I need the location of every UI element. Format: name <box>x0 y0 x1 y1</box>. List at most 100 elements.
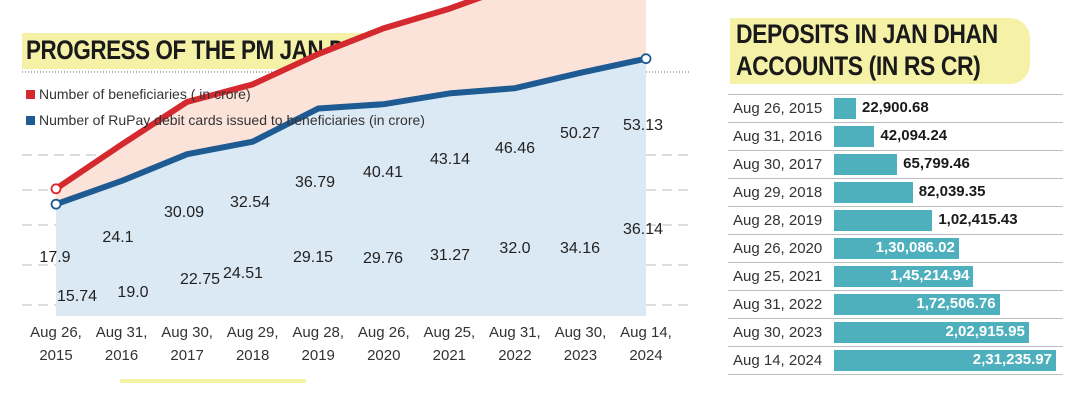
legend-label-rupay: Number of RuPay debit cards issued to be… <box>39 112 425 128</box>
title-highlight-right <box>730 18 1030 84</box>
deposit-bar <box>834 294 1000 315</box>
deposit-value-label: 1,30,086.02 <box>875 239 955 256</box>
deposit-value-label: 42,094.24 <box>880 127 948 144</box>
deposit-value-label: 65,799.46 <box>903 155 970 172</box>
x-tick-label-year: 2015 <box>39 347 72 364</box>
beneficiaries-point <box>50 183 62 195</box>
x-tick-label-date: Aug 28, <box>292 324 344 341</box>
beneficiaries-value-label: 17.9 <box>39 249 70 266</box>
x-tick-label-date: Aug 29, <box>227 324 279 341</box>
deposit-bar <box>834 182 913 203</box>
deposits-chart-title: DEPOSITS IN JAN DHAN ACCOUNTS (IN RS CR) <box>736 18 998 82</box>
rupay-cards-value-label: 32.0 <box>499 240 530 257</box>
beneficiaries-line <box>54 0 483 192</box>
x-tick-label-date: Aug 31, <box>489 324 541 341</box>
legend-swatch-rupay <box>26 116 35 125</box>
rupay-cards-point <box>640 53 652 65</box>
rupay-cards-line <box>54 55 647 208</box>
x-tick-label-year: 2017 <box>170 347 203 364</box>
deposit-date-label: Aug 25, 2021 <box>733 268 823 285</box>
deposit-value-label: 82,039.35 <box>918 183 986 200</box>
deposit-bar <box>834 322 1029 343</box>
deposit-date-label: Aug 31, 2016 <box>733 128 823 145</box>
rupay-cards-value-label: 29.76 <box>363 250 403 267</box>
deposit-date-label: Aug 30, 2023 <box>733 324 823 341</box>
x-tick-label-year: 2021 <box>433 347 466 364</box>
x-tick-label-year: 2024 <box>629 347 662 364</box>
deposit-value-label: 22,900.68 <box>861 99 929 116</box>
chart-areas <box>56 0 646 316</box>
deposit-value-label: 2,02,915.95 <box>945 323 1025 340</box>
deposit-row: Aug 29, 2018 82,039.35 <box>728 179 1063 207</box>
x-axis-labels: Aug 26, 2015 Aug 31, 2016 Aug 30, 2017 Aug 29,… <box>30 324 672 364</box>
deposit-value-label: 1,02,415.43 <box>938 211 1018 228</box>
x-tick-label-date: Aug 30, <box>555 324 607 341</box>
chart-points <box>50 53 652 210</box>
beneficiaries-value-label: 50.27 <box>560 125 600 142</box>
x-tick-label-date: Aug 31, <box>96 324 148 341</box>
progress-line-chart: 17.9 24.1 30.09 32.54 36.79 40.41 43.14 46.46 50… <box>22 0 690 383</box>
x-tick-label-date: Aug 30, <box>161 324 213 341</box>
deposit-row: Aug 26, 2015 22,900.68 <box>728 94 1063 123</box>
deposit-bar <box>834 154 898 175</box>
chart-legend: Number of beneficiaries ( in crore) Numbe… <box>26 86 425 128</box>
deposit-bar <box>834 126 875 147</box>
legend-swatch-beneficiaries <box>26 90 35 99</box>
deposits-bar-chart: Aug 26, 2015 22,900.68 Aug 31, 2016 42,094.… <box>728 94 1063 375</box>
deposit-bar <box>834 238 959 259</box>
x-tick-label-year: 2023 <box>564 347 597 364</box>
deposit-row: Aug 25, 2021 1,45,214.94 <box>728 263 1063 291</box>
rupay-cards-value-label: 19.0 <box>117 284 148 301</box>
deposit-date-label: Aug 26, 2020 <box>733 240 823 257</box>
beneficiaries-value-label: 53.13 <box>623 117 663 134</box>
beneficiaries-band <box>56 0 646 205</box>
deposit-date-label: Aug 31, 2022 <box>733 296 823 313</box>
deposit-row: Aug 28, 2019 1,02,415.43 <box>728 207 1063 235</box>
x-tick-label-year: 2020 <box>367 347 400 364</box>
deposit-row: Aug 30, 2023 2,02,915.95 <box>728 319 1063 347</box>
deposit-row: Aug 26, 2020 1,30,086.02 <box>728 235 1063 263</box>
beneficiaries-value-label: 32.54 <box>230 194 270 211</box>
deposit-bar <box>834 350 1056 371</box>
rupay-cards-value-label: 29.15 <box>293 249 333 266</box>
rupay-area <box>56 58 646 316</box>
deposit-bar <box>834 266 974 287</box>
beneficiaries-value-label: 46.46 <box>495 140 535 157</box>
x-tick-label-date: Aug 26, <box>358 324 410 341</box>
x-tick-label-year: 2019 <box>302 347 335 364</box>
deposit-value-label: 1,72,506.76 <box>916 295 996 312</box>
x-tick-label-date: Aug 26, <box>30 324 82 341</box>
deposits-title-line-1: DEPOSITS IN JAN DHAN <box>736 19 998 49</box>
rupay-cards-value-label: 15.74 <box>57 288 97 305</box>
deposit-date-label: Aug 30, 2017 <box>733 156 823 173</box>
beneficiaries-value-label: 30.09 <box>164 204 204 221</box>
deposit-date-label: Aug 14, 2024 <box>733 352 823 369</box>
deposit-row: Aug 30, 2017 65,799.46 <box>728 151 1063 179</box>
deposit-value-label: 2,31,235.97 <box>972 351 1052 368</box>
deposit-value-label: 1,45,214.94 <box>890 267 970 284</box>
rupay-cards-value-label: 31.27 <box>430 247 470 264</box>
deposit-bar <box>834 210 933 231</box>
chart-value-labels: 17.9 24.1 30.09 32.54 36.79 40.41 43.14 46.46 50… <box>39 117 663 305</box>
beneficiaries-value-label: 43.14 <box>430 151 470 168</box>
x-tick-label-date: Aug 25, <box>423 324 475 341</box>
deposit-bar <box>834 98 856 119</box>
rupay-cards-value-label: 24.51 <box>223 265 263 282</box>
beneficiaries-value-label: 40.41 <box>363 164 403 181</box>
rupay-cards-value-label: 22.75 <box>180 271 220 288</box>
rupay-cards-point <box>50 198 62 210</box>
legend-label-beneficiaries: Number of beneficiaries ( in crore) <box>39 86 251 102</box>
footer-highlight <box>120 379 306 383</box>
chart-lines <box>54 0 647 208</box>
deposit-row: Aug 31, 2022 1,72,506.76 <box>728 291 1063 319</box>
deposit-row: Aug 14, 2024 2,31,235.97 <box>728 347 1063 375</box>
rupay-cards-value-label: 34.16 <box>560 240 600 257</box>
x-tick-label-year: 2022 <box>498 347 531 364</box>
deposit-row: Aug 31, 2016 42,094.24 <box>728 123 1063 151</box>
deposit-date-label: Aug 26, 2015 <box>733 100 823 117</box>
x-tick-label-year: 2018 <box>236 347 269 364</box>
rupay-cards-value-label: 36.14 <box>623 221 663 238</box>
beneficiaries-value-label: 36.79 <box>295 174 335 191</box>
beneficiaries-value-label: 24.1 <box>102 229 133 246</box>
deposit-date-label: Aug 29, 2018 <box>733 184 823 201</box>
